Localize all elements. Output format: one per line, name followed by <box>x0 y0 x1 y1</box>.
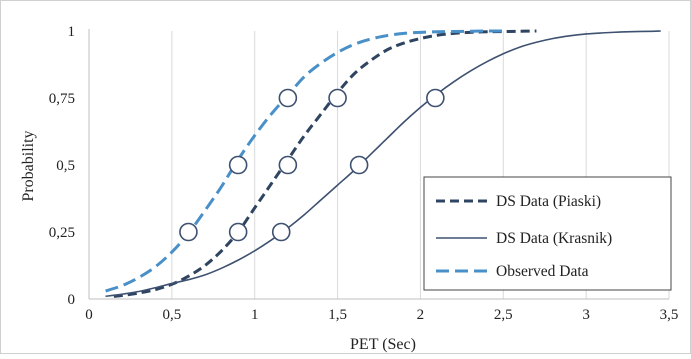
y-tick-label: 0 <box>68 292 76 308</box>
y-tick-label: 0,25 <box>49 225 75 241</box>
series-line-3 <box>105 29 504 293</box>
x-tick-label: 1 <box>251 307 259 323</box>
series-lines <box>105 29 661 298</box>
data-point-marker <box>426 88 445 108</box>
data-point-marker <box>271 222 291 242</box>
x-tick-label: 0 <box>85 307 93 323</box>
data-point-marker <box>328 88 347 108</box>
axes: 0 0,5 1 1,5 2 2,5 3 3,5 0 0,25 0,5 0,75 1 <box>49 24 679 323</box>
legend-label: Observed Data <box>496 263 589 280</box>
x-axis-title: PET (Sec) <box>350 336 416 353</box>
data-point-marker <box>349 155 369 175</box>
x-tick-label: 2,5 <box>494 307 513 323</box>
x-tick-label: 3,5 <box>660 307 679 323</box>
legend-label: DS Data (Piaski) <box>496 193 601 210</box>
legend: DS Data (Piaski) DS Data (Krasnik) Observe… <box>423 176 672 291</box>
x-tick-label: 0,5 <box>162 307 181 323</box>
y-axis-title: Probability <box>20 130 37 201</box>
legend-label: DS Data (Krasnik) <box>496 230 612 247</box>
data-point-marker <box>228 155 248 175</box>
y-tick-label: 0,75 <box>49 91 75 107</box>
x-tick-label: 1,5 <box>328 307 347 323</box>
markers <box>179 88 445 242</box>
y-tick-label: 0,5 <box>56 158 75 174</box>
x-tick-label: 3 <box>582 307 590 323</box>
data-point-marker <box>278 88 298 108</box>
series-line-2 <box>105 30 661 298</box>
data-point-marker <box>179 222 198 242</box>
data-point-marker <box>228 222 248 242</box>
x-tick-label: 2 <box>417 307 425 323</box>
y-tick-label: 1 <box>68 24 76 40</box>
data-point-marker <box>278 155 298 175</box>
